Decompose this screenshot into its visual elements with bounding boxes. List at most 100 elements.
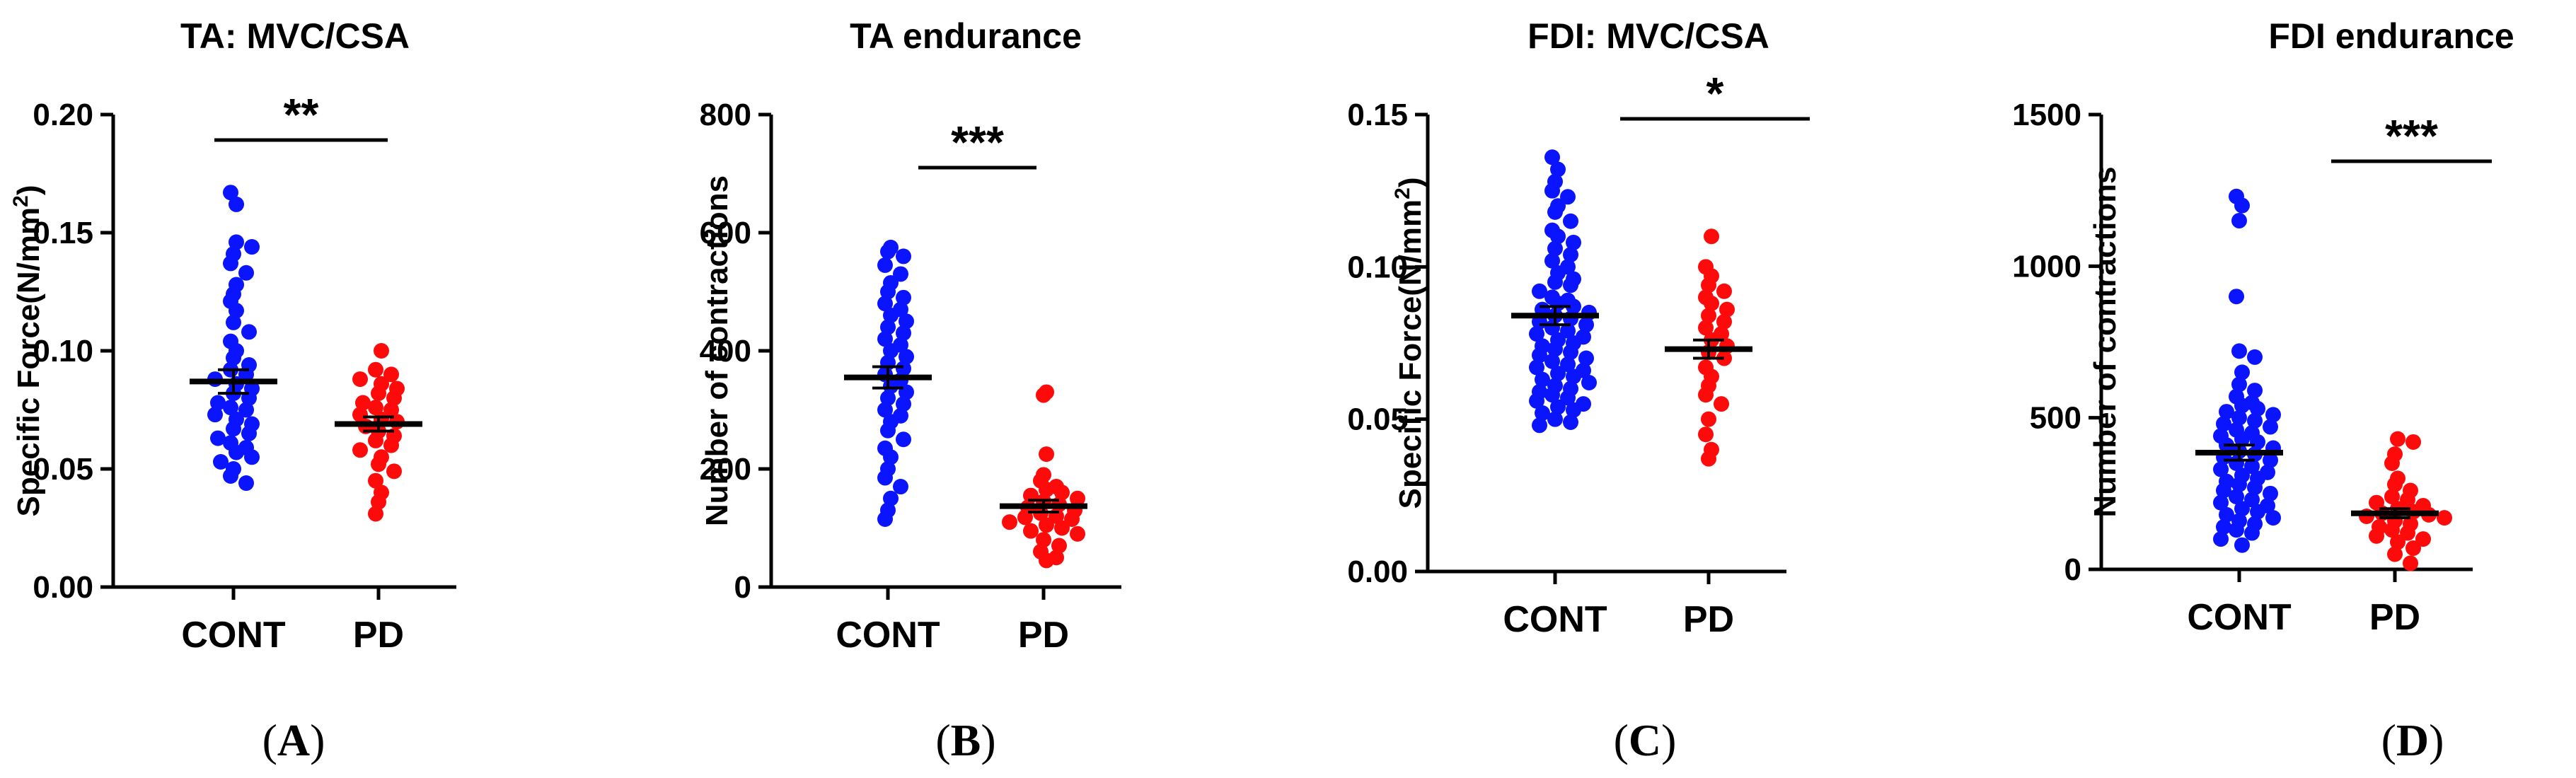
data-point-cont <box>229 303 244 319</box>
data-point-cont <box>1578 350 1594 366</box>
data-point-cont <box>2231 343 2247 359</box>
data-point-cont <box>880 243 896 260</box>
panel-label-open: ( <box>2381 715 2396 765</box>
y-tick-label: 0.20 <box>33 98 93 132</box>
data-point-pd <box>371 494 386 510</box>
data-point-pd <box>2387 476 2403 492</box>
data-point-pd <box>386 390 402 406</box>
data-point-pd <box>2384 489 2400 505</box>
data-point-pd <box>368 506 383 522</box>
data-point-cont <box>1532 283 1547 299</box>
data-point-cont <box>1547 341 1563 357</box>
chart-title: FDI endurance <box>2268 16 2514 56</box>
panel-label-open: ( <box>935 715 950 765</box>
data-point-pd <box>1714 396 1729 412</box>
data-point-cont <box>2219 506 2234 523</box>
data-point-cont <box>1547 240 1563 257</box>
data-point-cont <box>2234 397 2250 414</box>
x-category-label: PD <box>353 615 404 656</box>
x-category-label: PD <box>1018 615 1069 656</box>
data-point-pd <box>2415 531 2431 547</box>
chart-title: FDI: MVC/CSA <box>1527 16 1769 56</box>
y-axis-label: Number of contractions <box>2088 166 2122 517</box>
x-category-label: CONT <box>1503 599 1607 640</box>
data-point-cont <box>2216 416 2231 432</box>
y-axis-label-superscript: 2 <box>9 195 33 207</box>
panel-label: (B) <box>935 715 995 765</box>
data-point-cont <box>899 313 914 330</box>
data-point-cont <box>1566 368 1581 385</box>
data-point-cont <box>1563 344 1578 360</box>
chart-panel-d: FDI endurance 0 500 1000 1500 CONT PD Number of… <box>2012 16 2514 765</box>
data-point-pd <box>371 385 386 402</box>
data-point-pd <box>1039 552 1054 569</box>
data-point-cont <box>2229 289 2244 305</box>
data-point-cont <box>2219 404 2234 420</box>
data-point-cont <box>1563 277 1578 294</box>
significance-stars: * <box>1706 68 1724 119</box>
y-tick-label: 600 <box>700 216 751 250</box>
data-point-cont <box>238 265 254 281</box>
data-point-pd <box>352 442 368 458</box>
data-point-pd <box>1054 484 1070 501</box>
data-point-cont <box>880 422 896 439</box>
data-point-cont <box>877 402 893 418</box>
data-point-cont <box>1566 298 1581 315</box>
data-point-cont <box>223 185 238 201</box>
data-point-cont <box>1544 353 1560 369</box>
chart-panel-a: TA: MVC/CSA 0.00 0.05 0.10 0.15 0.20 CONT PD Spe… <box>9 16 456 765</box>
data-point-cont <box>2213 461 2229 477</box>
data-point-cont <box>223 400 238 416</box>
y-axis-label-close: ) <box>1393 177 1428 187</box>
data-point-cont <box>1563 247 1578 263</box>
data-point-cont <box>2216 482 2231 499</box>
x-category-label: CONT <box>2187 597 2292 638</box>
data-point-pd <box>1716 313 1732 330</box>
y-tick-label: 0.00 <box>33 570 93 605</box>
data-point-cont <box>1544 182 1560 199</box>
data-point-cont <box>1535 405 1550 422</box>
data-point-cont <box>1578 317 1594 333</box>
data-point-cont <box>896 248 911 265</box>
y-tick-label: 0.05 <box>33 452 93 487</box>
y-tick-label: 0 <box>734 570 751 605</box>
data-point-pd <box>1036 532 1051 548</box>
data-point-cont <box>1529 326 1544 342</box>
data-point-cont <box>213 453 229 470</box>
data-point-pd <box>1698 320 1714 336</box>
data-point-cont <box>1560 323 1576 339</box>
x-category-label: PD <box>2369 597 2420 638</box>
panel-label-letter: C <box>1629 715 1661 765</box>
data-point-pd <box>2400 492 2415 508</box>
data-point-cont <box>1550 399 1566 415</box>
panel-label-open: ( <box>1614 715 1629 765</box>
data-point-cont <box>883 343 899 359</box>
data-point-pd <box>1716 283 1732 299</box>
data-point-cont <box>226 350 241 366</box>
data-point-pd <box>1002 514 1017 530</box>
data-point-cont <box>2216 518 2231 535</box>
data-point-cont <box>883 307 899 323</box>
data-point-pd <box>2387 546 2403 562</box>
data-point-pd <box>1701 277 1716 294</box>
data-point-pd <box>1698 426 1714 443</box>
data-point-cont <box>226 314 241 330</box>
chart-panel-b: TA endurance 0 200 400 600 800 CONT PD Number of… <box>700 16 1121 765</box>
significance-stars: *** <box>951 117 1004 168</box>
y-axis-label-main: Specific Force(N/mm <box>11 207 46 517</box>
data-point-cont <box>2234 431 2250 447</box>
data-point-cont <box>893 479 908 495</box>
data-point-pd <box>2369 528 2384 544</box>
data-point-cont <box>226 421 241 437</box>
data-point-pd <box>1036 387 1051 403</box>
data-point-cont <box>238 475 254 492</box>
data-point-cont <box>244 449 260 465</box>
data-point-cont <box>1550 161 1566 178</box>
data-point-cont <box>229 234 244 250</box>
data-point-cont <box>1532 417 1547 434</box>
data-point-pd <box>1017 509 1033 526</box>
panel-label: (A) <box>262 715 325 765</box>
data-point-cont <box>2250 400 2265 417</box>
data-point-cont <box>229 196 244 212</box>
y-tick-label: 0.10 <box>33 334 93 368</box>
